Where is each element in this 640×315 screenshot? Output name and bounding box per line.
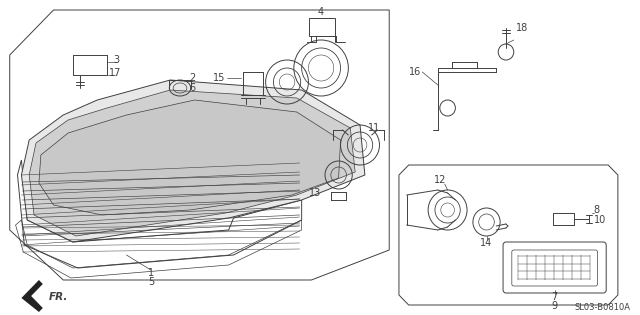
Text: 4: 4 — [318, 7, 324, 17]
Text: 12: 12 — [434, 175, 446, 185]
Text: 3: 3 — [114, 55, 120, 65]
Text: 11: 11 — [368, 123, 380, 133]
Text: 10: 10 — [593, 215, 606, 225]
Text: 15: 15 — [213, 73, 226, 83]
Polygon shape — [21, 280, 43, 312]
Text: 13: 13 — [309, 188, 321, 198]
Text: 1: 1 — [148, 268, 154, 278]
Text: SL03-B0810A: SL03-B0810A — [574, 302, 630, 312]
Polygon shape — [39, 100, 340, 215]
Text: FR.: FR. — [49, 292, 68, 302]
Text: 17: 17 — [109, 68, 121, 78]
Text: 14: 14 — [481, 238, 493, 248]
Text: 8: 8 — [593, 205, 600, 215]
Polygon shape — [29, 90, 355, 236]
Bar — [309, 18, 335, 36]
Text: 6: 6 — [189, 83, 196, 93]
Text: 2: 2 — [189, 73, 196, 83]
Polygon shape — [21, 80, 365, 242]
Text: 7: 7 — [552, 292, 558, 302]
Text: 9: 9 — [552, 301, 557, 311]
Text: 16: 16 — [409, 67, 421, 77]
Text: 18: 18 — [516, 23, 528, 33]
Text: 5: 5 — [148, 277, 154, 287]
